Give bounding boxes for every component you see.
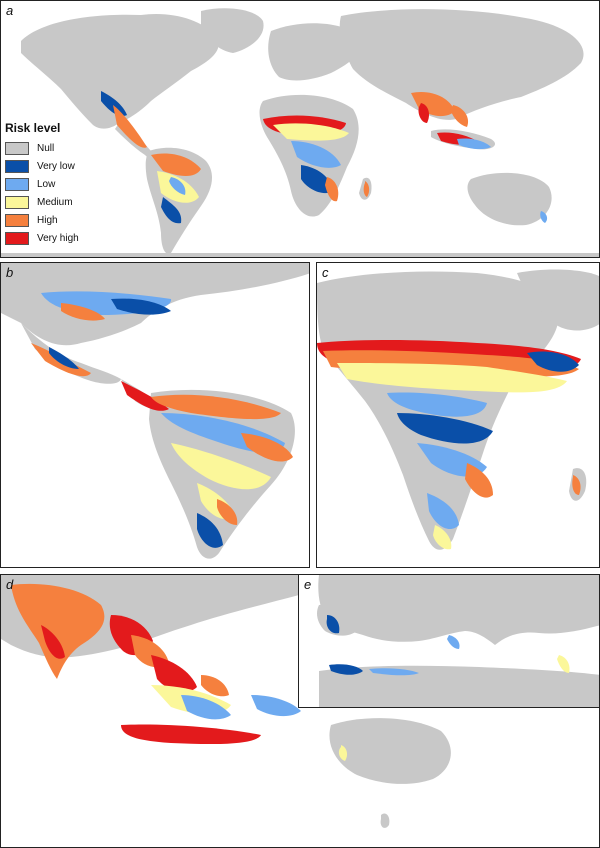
americas-map bbox=[1, 263, 309, 559]
legend-item-low: Low bbox=[5, 175, 79, 193]
risk-overlay bbox=[31, 291, 293, 548]
panel-label-d: d bbox=[6, 577, 14, 592]
landmass bbox=[317, 575, 599, 707]
risk-overlay bbox=[326, 615, 570, 676]
legend-swatch-high bbox=[5, 213, 29, 227]
legend-label: Very low bbox=[37, 160, 75, 172]
legend-item-high: High bbox=[5, 211, 79, 229]
legend-title: Risk level bbox=[5, 121, 61, 135]
risk-overlay bbox=[317, 340, 581, 550]
risk-overlay bbox=[101, 91, 548, 224]
legend-label: High bbox=[37, 214, 58, 226]
mediterranean-map bbox=[317, 575, 599, 707]
legend-item-medium: Medium bbox=[5, 193, 79, 211]
legend-swatch-medium bbox=[5, 195, 29, 209]
panel-label-e: e bbox=[304, 577, 312, 592]
asia-oceania-map bbox=[1, 575, 451, 828]
africa-map bbox=[317, 269, 599, 550]
map-panel-world: a bbox=[0, 0, 600, 258]
map-panel-americas: b bbox=[0, 262, 310, 568]
world-map bbox=[1, 8, 599, 257]
legend-swatch-very-low bbox=[5, 159, 29, 173]
map-panel-africa: c bbox=[316, 262, 600, 568]
panel-label-b: b bbox=[6, 265, 14, 280]
legend-label: Very high bbox=[37, 232, 79, 244]
legend-swatch-low bbox=[5, 177, 29, 191]
legend-swatch-null bbox=[5, 141, 29, 155]
map-panel-mediterranean: e bbox=[298, 574, 600, 708]
legend-item-very-low: Very low bbox=[5, 157, 79, 175]
legend-label: Medium bbox=[37, 196, 73, 208]
risk-overlay bbox=[11, 583, 348, 761]
legend-label: Low bbox=[37, 178, 56, 190]
legend: Risk level Null Very low Low Medium High… bbox=[5, 121, 79, 247]
legend-item-very-high: Very high bbox=[5, 229, 79, 247]
panel-label-a: a bbox=[6, 3, 14, 18]
legend-label: Null bbox=[37, 142, 55, 154]
legend-item-null: Null bbox=[5, 139, 79, 157]
legend-swatch-very-high bbox=[5, 231, 29, 245]
panel-label-c: c bbox=[322, 265, 329, 280]
